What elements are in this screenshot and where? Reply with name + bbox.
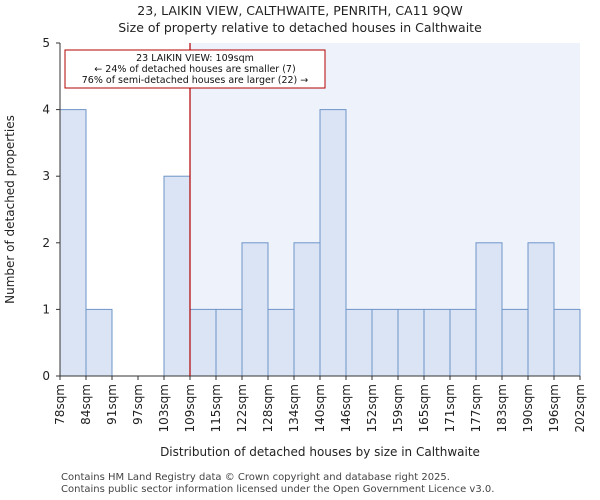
x-tick-label: 103sqm (157, 384, 171, 432)
bar-122sqm (241, 242, 269, 377)
x-tick-label: 196sqm (547, 384, 561, 432)
chart-subtitle: Size of property relative to detached ho… (118, 20, 482, 35)
bar-171sqm (449, 308, 477, 377)
x-tick-label: 190sqm (521, 384, 535, 432)
bar-103sqm (163, 175, 191, 377)
y-tick-label: 1 (42, 302, 50, 316)
x-tick-label: 84sqm (79, 384, 93, 425)
histogram-chart: 78sqm 84sqm 91sqm 97sqm 103sqm 109sqm 115sqm 12… (3, 36, 587, 459)
y-axis-label: Number of detached properties (3, 115, 17, 304)
bar-190sqm (527, 242, 555, 377)
x-tick-label: 78sqm (53, 384, 67, 425)
y-tick-label: 4 (42, 103, 50, 117)
bar-177sqm (475, 242, 503, 377)
x-tick-label: 115sqm (209, 384, 223, 432)
bar-146sqm (345, 308, 373, 377)
x-tick-label: 91sqm (105, 384, 119, 425)
bar-159sqm (397, 308, 425, 377)
y-tick-label: 3 (42, 169, 50, 183)
bar-196sqm (553, 308, 581, 377)
y-tick-label: 0 (42, 369, 50, 383)
x-tick-label: 97sqm (131, 384, 145, 425)
x-axis-label: Distribution of detached houses by size … (160, 445, 480, 459)
y-tick-label: 2 (42, 236, 50, 250)
x-tick-label: 159sqm (391, 384, 405, 432)
bar-140sqm (319, 109, 347, 377)
bar-84sqm (85, 308, 113, 377)
bar-165sqm (423, 308, 451, 377)
annotation-border (64, 49, 326, 89)
x-tick-label: 202sqm (573, 384, 587, 432)
bar-78sqm (59, 109, 87, 377)
footer-line-2: Contains public sector information licen… (61, 484, 495, 495)
bar-183sqm (501, 308, 529, 377)
x-tick-label: 171sqm (443, 384, 457, 432)
footer-line-1: Contains HM Land Registry data © Crown c… (61, 472, 450, 483)
x-tick-label: 109sqm (183, 384, 197, 432)
annotation-line-3: 76% of semi-detached houses are larger (… (82, 75, 309, 86)
x-tick-label: 152sqm (365, 384, 379, 432)
bar-115sqm (215, 308, 243, 377)
y-tick-label: 5 (42, 36, 50, 50)
bar-134sqm (293, 242, 321, 377)
bar-109sqm (189, 308, 217, 377)
bar-128sqm (267, 308, 295, 377)
x-tick-label: 128sqm (261, 384, 275, 432)
chart-title: 23, LAIKIN VIEW, CALTHWAITE, PENRITH, CA… (137, 3, 463, 18)
x-tick-label: 134sqm (287, 384, 301, 432)
x-tick-label: 177sqm (469, 384, 483, 432)
x-tick-label: 140sqm (313, 384, 327, 432)
annotation-line-1: 23 LAIKIN VIEW: 109sqm (136, 53, 254, 64)
x-tick-label: 183sqm (495, 384, 509, 432)
x-tick-label: 122sqm (235, 384, 249, 432)
x-tick-label: 146sqm (339, 384, 353, 432)
bar-152sqm (371, 308, 399, 377)
annotation-box: 23 LAIKIN VIEW: 109sqm ← 24% of detached… (64, 49, 326, 89)
annotation-line-2: ← 24% of detached houses are smaller (7) (94, 64, 295, 75)
x-tick-label: 165sqm (417, 384, 431, 432)
